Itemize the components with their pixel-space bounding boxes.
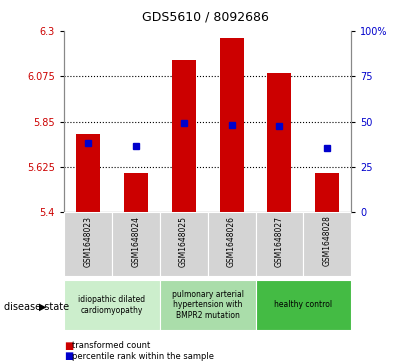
Bar <box>219 38 243 212</box>
Bar <box>124 173 148 212</box>
Text: GSM1648025: GSM1648025 <box>179 216 188 266</box>
Text: percentile rank within the sample: percentile rank within the sample <box>72 352 214 361</box>
Bar <box>315 173 339 212</box>
Bar <box>76 134 100 212</box>
Text: healthy control: healthy control <box>275 301 332 309</box>
Text: ■: ■ <box>64 351 73 362</box>
Text: GSM1648024: GSM1648024 <box>131 216 140 266</box>
Bar <box>303 212 351 276</box>
Bar <box>268 73 291 212</box>
Bar <box>208 212 256 276</box>
Bar <box>172 60 196 212</box>
Text: GSM1648023: GSM1648023 <box>83 216 92 266</box>
Text: transformed count: transformed count <box>72 341 150 350</box>
Bar <box>159 212 208 276</box>
Text: GSM1648027: GSM1648027 <box>275 216 284 266</box>
Bar <box>256 212 303 276</box>
Text: ■: ■ <box>64 340 73 351</box>
Text: GSM1648026: GSM1648026 <box>227 216 236 266</box>
Text: GDS5610 / 8092686: GDS5610 / 8092686 <box>142 11 269 24</box>
Text: idiopathic dilated
cardiomyopathy: idiopathic dilated cardiomyopathy <box>78 295 145 315</box>
Text: GSM1648028: GSM1648028 <box>323 216 332 266</box>
Text: disease state: disease state <box>4 302 69 312</box>
Bar <box>64 212 112 276</box>
Text: pulmonary arterial
hypertension with
BMPR2 mutation: pulmonary arterial hypertension with BMP… <box>171 290 244 320</box>
Text: ▶: ▶ <box>39 302 46 312</box>
Bar <box>64 280 159 330</box>
Bar <box>159 280 256 330</box>
Bar <box>112 212 159 276</box>
Bar <box>256 280 351 330</box>
